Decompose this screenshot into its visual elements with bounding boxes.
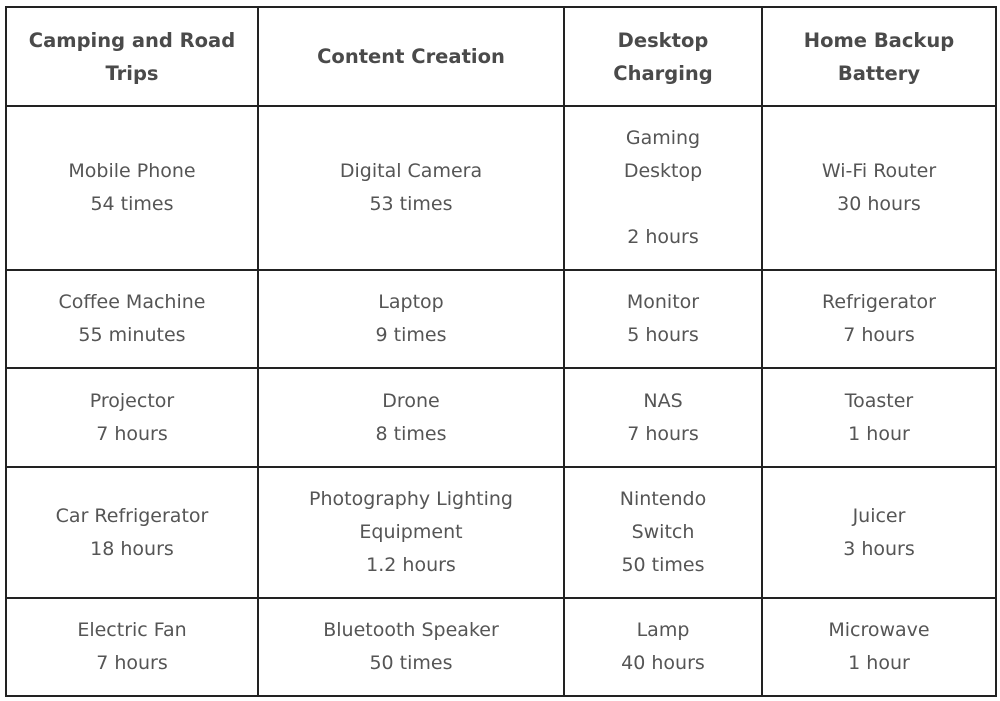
cell-line: Laptop (378, 291, 444, 313)
column-header: Camping and Road Trips (5, 6, 259, 107)
usage-table: Camping and Road Trips Content Creation Des… (5, 6, 997, 697)
table-cell: Monitor 5 hours (563, 269, 763, 369)
cell-line: 2 hours (627, 226, 699, 248)
header-row: Camping and Road Trips Content Creation Des… (5, 6, 997, 107)
cell-line: Camping and Road (28, 28, 236, 52)
cell-line: Car Refrigerator (55, 504, 209, 527)
cell-line: 7 hours (96, 652, 168, 674)
table-cell: Drone 8 times (257, 367, 565, 468)
cell-line: Charging (613, 61, 713, 85)
cell-line: 18 hours (90, 537, 174, 560)
cell-line: Gaming (625, 127, 701, 149)
cell-line: 30 hours (837, 193, 921, 215)
table-cell: Electric Fan 7 hours (5, 597, 259, 697)
cell-line: Bluetooth Speaker (323, 619, 499, 641)
cell-line: 5 hours (627, 324, 699, 346)
cell-line: 50 times (621, 554, 705, 576)
cell-line: Content Creation (317, 45, 505, 68)
table-cell: Car Refrigerator 18 hours (5, 466, 259, 599)
cell-line: Switch (631, 521, 695, 543)
table-cell: Bluetooth Speaker 50 times (257, 597, 565, 697)
cell-line: Digital Camera (339, 160, 483, 182)
table-cell: Projector 7 hours (5, 367, 259, 468)
cell-line: 1.2 hours (366, 554, 456, 576)
cell-line: Drone (382, 389, 440, 412)
table-cell: Juicer 3 hours (761, 466, 997, 599)
table-cell: Photography Lighting Equipment 1.2 hours (257, 466, 565, 599)
cell-line: 7 hours (843, 324, 915, 346)
cell-line: NAS (643, 389, 683, 412)
cell-line: Toaster (844, 389, 914, 412)
table-cell: Toaster 1 hour (761, 367, 997, 468)
column-header: Content Creation (257, 6, 565, 107)
cell-line: Wi-Fi Router (821, 160, 937, 182)
cell-line: Mobile Phone (68, 160, 196, 182)
cell-line: 7 hours (627, 422, 699, 445)
cell-line: 53 times (369, 193, 453, 215)
table-cell: Digital Camera 53 times (257, 105, 565, 271)
cell-line: Projector (89, 389, 175, 412)
cell-line: 3 hours (843, 537, 915, 560)
table-row: Electric Fan 7 hours Bluetooth Speaker 50 t… (5, 597, 997, 697)
table-cell: Wi-Fi Router 30 hours (761, 105, 997, 271)
table-cell: Laptop 9 times (257, 269, 565, 369)
cell-line: Refrigerator (822, 291, 936, 313)
cell-line: Lamp (636, 619, 690, 641)
cell-line: 7 hours (96, 422, 168, 445)
cell-line: 9 times (375, 324, 447, 346)
cell-line: Microwave (828, 619, 930, 641)
cell-line: Home Backup (803, 28, 955, 52)
cell-line: Monitor (626, 291, 700, 313)
table-cell: Lamp 40 hours (563, 597, 763, 697)
cell-line: Equipment (359, 521, 463, 543)
cell-line: Photography Lighting (309, 488, 513, 510)
cell-line: 8 times (375, 422, 447, 445)
table-row: Projector 7 hours Drone 8 times NAS 7 hours To… (5, 367, 997, 468)
column-header: Desktop Charging (563, 6, 763, 107)
table-cell: Gaming Desktop 2 hours (563, 105, 763, 271)
cell-line: 55 minutes (78, 324, 186, 346)
cell-line (571, 188, 755, 221)
table-row: Coffee Machine 55 minutes Laptop 9 times Mon… (5, 269, 997, 369)
cell-line: 1 hour (848, 652, 910, 674)
cell-line: 54 times (90, 193, 174, 215)
cell-line: 1 hour (848, 422, 910, 445)
cell-line: 40 hours (621, 652, 705, 674)
cell-line: Battery (837, 61, 921, 85)
table-cell: Microwave 1 hour (761, 597, 997, 697)
table-row: Mobile Phone 54 times Digital Camera 53 tim… (5, 105, 997, 271)
table-cell: Refrigerator 7 hours (761, 269, 997, 369)
column-header: Home Backup Battery (761, 6, 997, 107)
cell-line: Desktop (623, 160, 703, 182)
cell-line: 50 times (369, 652, 453, 674)
cell-line: Nintendo (619, 488, 707, 510)
cell-line: Trips (105, 61, 159, 85)
table-row: Car Refrigerator 18 hours Photography Ligh… (5, 466, 997, 599)
cell-line: Juicer (852, 504, 906, 527)
cell-line: Electric Fan (77, 619, 187, 641)
table-cell: Coffee Machine 55 minutes (5, 269, 259, 369)
cell-line: Coffee Machine (58, 291, 206, 313)
table-cell: NAS 7 hours (563, 367, 763, 468)
table-cell: Mobile Phone 54 times (5, 105, 259, 271)
cell-line: Desktop (617, 28, 709, 52)
table-cell: Nintendo Switch 50 times (563, 466, 763, 599)
